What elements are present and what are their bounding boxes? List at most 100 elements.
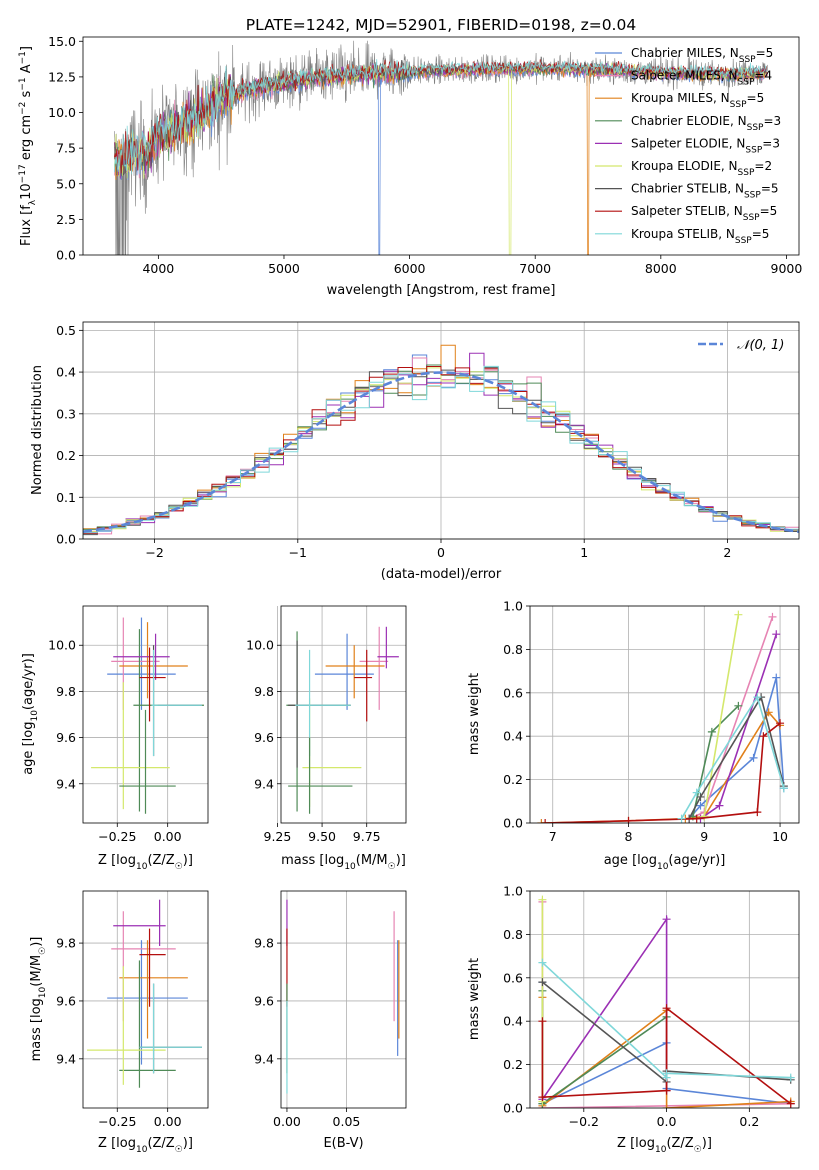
series-marker <box>753 693 762 702</box>
x-tick-label: 0.05 <box>333 1114 361 1129</box>
y-axis-label-part: ☉ <box>38 947 48 955</box>
x-tick-label: −0.2 <box>569 1114 599 1129</box>
plot-area <box>91 617 204 814</box>
legend-entry-part: Kroupa MILES, N <box>631 91 730 105</box>
plot-area <box>537 610 788 823</box>
y-tick-label: 9.4 <box>254 1051 274 1066</box>
x-tick-label: 9000 <box>771 261 803 276</box>
legend-entry: Chabrier MILES, NSSP=5 <box>631 46 773 65</box>
legend-entry-part: Chabrier ELODIE, N <box>631 114 747 128</box>
y-axis-label-part: −1 <box>18 77 28 90</box>
legend-entry: Salpeter ELODIE, NSSP=3 <box>631 136 780 155</box>
x-axis-label-part: 10 <box>136 1145 148 1155</box>
series-marker <box>700 812 709 821</box>
x-axis-label-part: ☉ <box>694 1145 702 1155</box>
axes-frame <box>82 890 209 1109</box>
legend-entry-part: SSP <box>739 55 756 65</box>
series-marker <box>764 708 773 717</box>
series-marker <box>692 814 701 823</box>
y-axis-label-part: (M/M <box>29 955 44 987</box>
legend-entry-part: SSP <box>747 123 764 133</box>
x-tick-label: 0.00 <box>154 829 182 844</box>
series-marker <box>696 801 705 810</box>
age-vs-mass-panel: 9.25 9.50 9.75 9.4 9.6 9.8 10.0 mass [log10(M/M… <box>246 605 407 872</box>
x-tick-label: 0.2 <box>739 1114 759 1129</box>
mass-vs-ebv-panel: 0.00 0.05 9.4 9.6 9.8 E(B-V) <box>254 890 407 1151</box>
x-axis-label-part: 10 <box>655 1145 667 1155</box>
y-tick-label: 12.5 <box>48 69 76 84</box>
x-tick-label: 4000 <box>142 261 174 276</box>
y-tick-label: 0.4 <box>56 365 76 380</box>
y-axis-label-part: erg cm <box>19 115 34 164</box>
y-axis-label-part: −17 <box>18 164 28 183</box>
y-axis-label-part: 10 <box>19 183 34 200</box>
y-tick-label: 0.0 <box>503 816 523 831</box>
y-tick-label: 0.2 <box>503 772 523 787</box>
x-axis-label-part: mass [log <box>281 853 344 868</box>
x-axis-label-part: ☉ <box>175 1145 183 1155</box>
series-marker <box>749 753 758 762</box>
legend-entry-part: =3 <box>762 136 780 150</box>
x-axis-label-part: ☉ <box>175 862 183 872</box>
spectrum-panel: 4000 5000 6000 7000 8000 9000 0.0 2.5 5.0 7.5 10.0… <box>18 34 802 298</box>
y-axis-label-part: )] <box>29 937 44 947</box>
x-axis-label-part: age [log <box>604 853 657 868</box>
x-axis-label: Z [log10(Z/Z☉)] <box>98 853 193 872</box>
x-tick-label: 9.75 <box>353 829 381 844</box>
y-tick-label: 9.6 <box>56 730 76 745</box>
y-tick-label: 9.8 <box>254 936 274 951</box>
x-tick-label: 0.0 <box>657 1114 677 1129</box>
series-marker <box>707 727 716 736</box>
y-axis-label: Normed distribution <box>30 365 45 495</box>
x-tick-label: 1 <box>580 545 588 560</box>
x-axis-label-part: (Z/Z <box>147 1136 174 1151</box>
y-tick-label: 9.4 <box>254 776 274 791</box>
y-tick-label: 9.6 <box>254 993 274 1008</box>
series-marker <box>715 801 724 810</box>
y-tick-label: 10.0 <box>246 638 274 653</box>
y-tick-label: 10.0 <box>48 638 76 653</box>
y-tick-label: 0.4 <box>503 729 523 744</box>
legend-entry-part: =5 <box>747 91 765 105</box>
axes-frame <box>280 605 407 824</box>
legend-entry-part: =5 <box>752 227 770 241</box>
series-marker <box>662 1069 671 1078</box>
legend-entry-part: SSP <box>735 236 752 246</box>
y-tick-label: 0.4 <box>503 1014 523 1029</box>
series-marker <box>538 958 547 967</box>
y-tick-label: 0.8 <box>503 642 523 657</box>
y-tick-label: 2.5 <box>56 212 76 227</box>
x-tick-label: 0.00 <box>154 1114 182 1129</box>
x-axis-label-part: Z [log <box>98 853 136 868</box>
x-tick-label: 9 <box>700 829 708 844</box>
x-tick-label: 0 <box>437 545 445 560</box>
series-marker <box>662 915 671 924</box>
age-vs-metallicity-panel: −0.25 0.009.49.69.810.0Z [log10(Z/Z☉)]age… <box>21 605 209 872</box>
legend-entry-part: SSP <box>743 213 760 223</box>
x-axis-label: (data-model)/error <box>381 567 502 582</box>
y-axis-label-part: 10 <box>30 710 40 722</box>
series-marker <box>538 895 547 904</box>
legend-entry-part: Kroupa STELIB, N <box>631 227 735 241</box>
x-axis-label-part: ☉ <box>388 862 396 872</box>
series-marker <box>772 630 781 639</box>
legend-entry: 𝒩(0, 1) <box>737 338 784 353</box>
x-tick-label: 8 <box>625 829 633 844</box>
series-marker <box>692 788 701 797</box>
y-tick-label: 15.0 <box>48 34 76 49</box>
legend-entry-part: SSP <box>738 168 755 178</box>
x-axis-label-part: (Z/Z <box>147 853 174 868</box>
axes-frame <box>82 321 800 540</box>
y-tick-label: 0.2 <box>503 1057 523 1072</box>
series-marker <box>734 610 743 619</box>
y-tick-label: 0.3 <box>56 406 76 421</box>
legend-entry-part: Kroupa ELODIE, N <box>631 159 738 173</box>
x-axis-label: wavelength [Angstrom, rest frame] <box>327 283 556 298</box>
legend-entry: Salpeter STELIB, NSSP=5 <box>631 204 777 223</box>
series-marker <box>779 784 788 793</box>
series-marker <box>786 1099 795 1108</box>
x-axis-label-part: (M/M <box>356 853 388 868</box>
x-axis-label-part: 10 <box>657 862 669 872</box>
